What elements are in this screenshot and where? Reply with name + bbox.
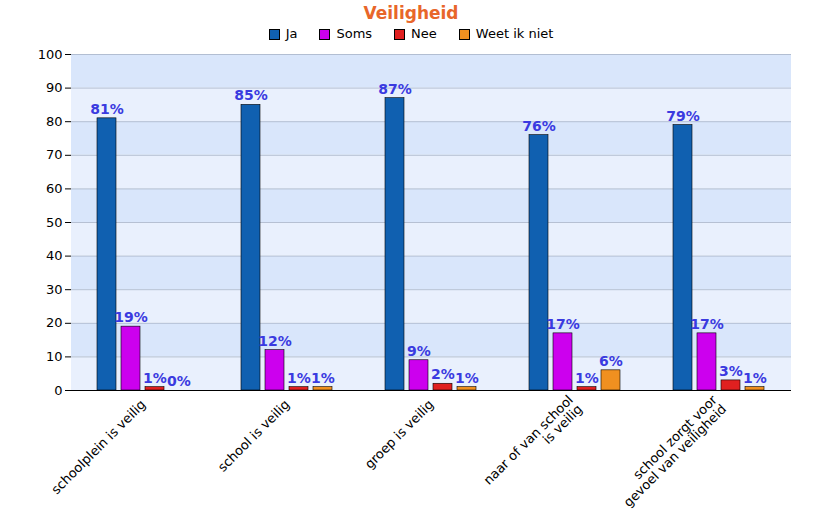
html-text:Weet ik niet: Weet ik niet (475, 26, 554, 41)
svg-text:40: 40 (46, 248, 63, 263)
svg-text:87%: 87% (378, 81, 412, 97)
svg-text:school zorgt voorgevoel van ve: school zorgt voorgevoel van veiligheid (611, 392, 729, 510)
svg-text:1%: 1% (311, 370, 335, 386)
html-text:Veiligheid: Veiligheid (363, 3, 459, 23)
svg-text:81%: 81% (90, 101, 124, 117)
svg-text:naar of van schoolis veilig: naar of van schoolis veilig (480, 392, 585, 497)
svg-text:1%: 1% (143, 370, 167, 386)
svg-text:30: 30 (46, 282, 63, 297)
html-text:Soms: Soms (336, 26, 373, 41)
svg-text:70: 70 (46, 147, 63, 162)
svg-text:12%: 12% (258, 333, 292, 349)
svg-text:17%: 17% (690, 316, 724, 332)
svg-text:1%: 1% (287, 370, 311, 386)
svg-text:0: 0 (54, 383, 62, 398)
svg-text:1%: 1% (575, 370, 599, 386)
svg-text:1%: 1% (743, 370, 767, 386)
svg-text:school is veilig: school is veilig (215, 397, 293, 475)
svg-text:schoolplein is veilig: schoolplein is veilig (48, 397, 148, 497)
svg-text:85%: 85% (234, 87, 268, 103)
html-text:Ja: Ja (285, 26, 298, 41)
svg-text:17%: 17% (546, 316, 580, 332)
svg-text:1%: 1% (455, 370, 479, 386)
svg-text:10: 10 (46, 349, 63, 364)
svg-text:3%: 3% (719, 363, 743, 379)
html-text:Nee: Nee (411, 26, 437, 41)
svg-text:79%: 79% (666, 108, 700, 124)
svg-text:60: 60 (46, 181, 63, 196)
svg-text:2%: 2% (431, 366, 455, 382)
svg-text:80: 80 (46, 114, 63, 129)
svg-text:19%: 19% (114, 309, 148, 325)
svg-text:groep is veilig: groep is veilig (362, 397, 437, 472)
svg-text:20: 20 (46, 315, 63, 330)
svg-text:9%: 9% (407, 343, 431, 359)
svg-text:90: 90 (46, 80, 63, 95)
svg-text:76%: 76% (522, 118, 556, 134)
svg-text:50: 50 (46, 215, 63, 230)
svg-text:6%: 6% (599, 353, 623, 369)
svg-text:100: 100 (38, 47, 63, 62)
svg-text:0%: 0% (167, 373, 191, 389)
